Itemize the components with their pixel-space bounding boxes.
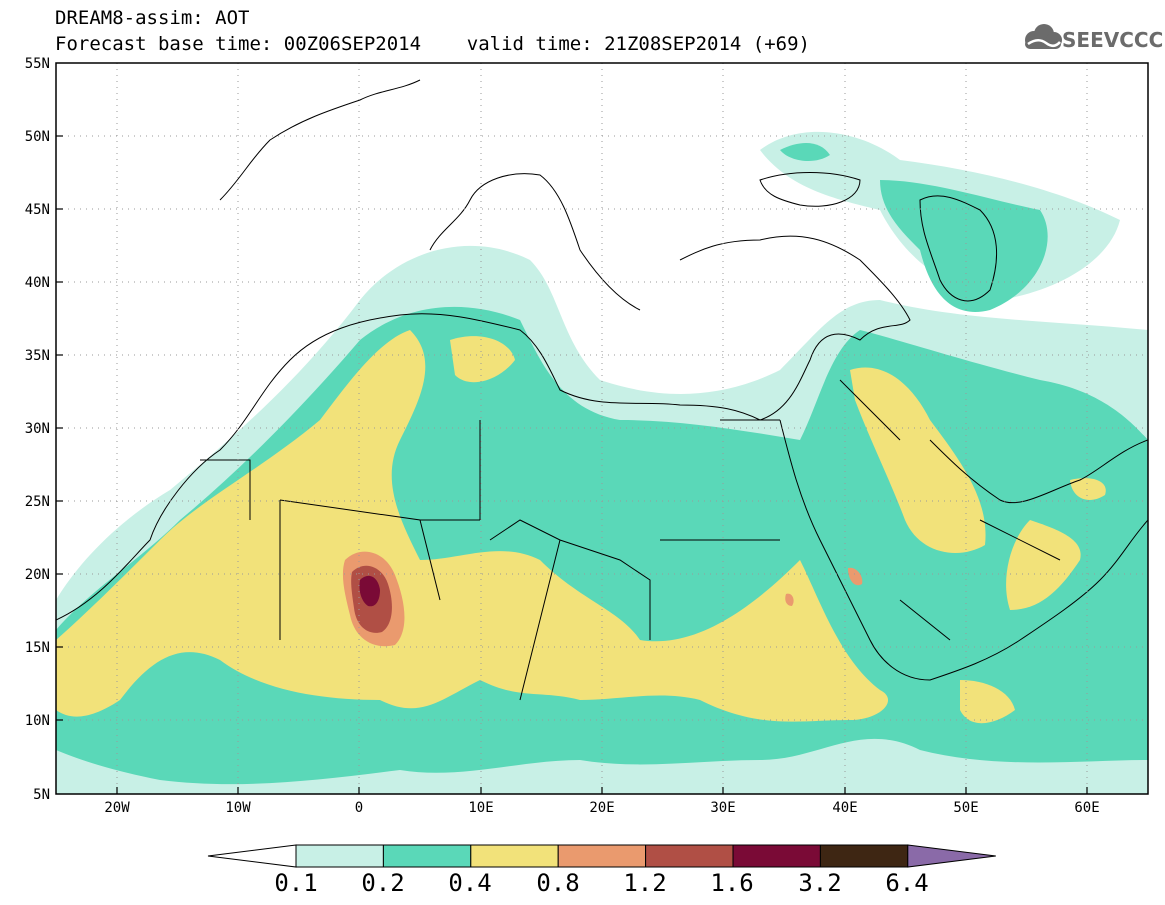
logo-text: SEEVCCC: [1062, 28, 1164, 52]
forecast-times: Forecast base time: 00Z06SEP2014 valid t…: [55, 33, 810, 55]
lon-label: 0: [355, 800, 363, 816]
gridlines: [56, 63, 1148, 794]
legend-label: 1.2: [623, 869, 667, 897]
colorbar-segment: [295, 844, 384, 868]
colorbar-segment: [470, 844, 559, 868]
legend-label: 3.2: [798, 869, 842, 897]
colorbar-arrow-left: [207, 844, 297, 868]
map-title: DREAM8-assim: AOT: [55, 7, 250, 29]
legend-label: 0.4: [448, 869, 492, 897]
lat-label: 10N: [25, 713, 50, 729]
legend-label: 0.1: [274, 869, 318, 897]
lon-label: 30E: [710, 800, 735, 816]
colorbar-segment: [819, 844, 909, 868]
lon-label: 50E: [953, 800, 978, 816]
legend-label: 0.2: [361, 869, 405, 897]
lon-label: 20W: [104, 800, 130, 816]
lon-label: 40E: [832, 800, 857, 816]
colorbar-segment: [732, 844, 821, 868]
legend-label: 1.6: [710, 869, 754, 897]
lat-label: 45N: [25, 202, 50, 218]
cloud-icon: [1025, 24, 1062, 49]
lat-label: 15N: [25, 640, 50, 656]
lon-label: 10E: [468, 800, 493, 816]
colorbar-segment: [382, 844, 472, 868]
colorbar-arrow-right: [907, 844, 996, 868]
lat-label: 20N: [25, 567, 50, 583]
lon-label: 60E: [1074, 800, 1099, 816]
lat-label: 55N: [25, 56, 50, 72]
legend-label: 0.8: [536, 869, 580, 897]
lat-label: 40N: [25, 275, 50, 291]
legend-label: 6.4: [885, 869, 929, 897]
lat-label: 25N: [25, 494, 50, 510]
lat-label: 30N: [25, 421, 50, 437]
colorbar-segment: [645, 844, 734, 868]
lon-label: 20E: [589, 800, 614, 816]
lon-label: 10W: [225, 800, 251, 816]
lat-label: 35N: [25, 348, 50, 364]
lat-label: 50N: [25, 129, 50, 145]
lat-label: 5N: [33, 787, 50, 803]
coastlines: [56, 79, 1148, 701]
colorbar-segment: [557, 844, 647, 868]
